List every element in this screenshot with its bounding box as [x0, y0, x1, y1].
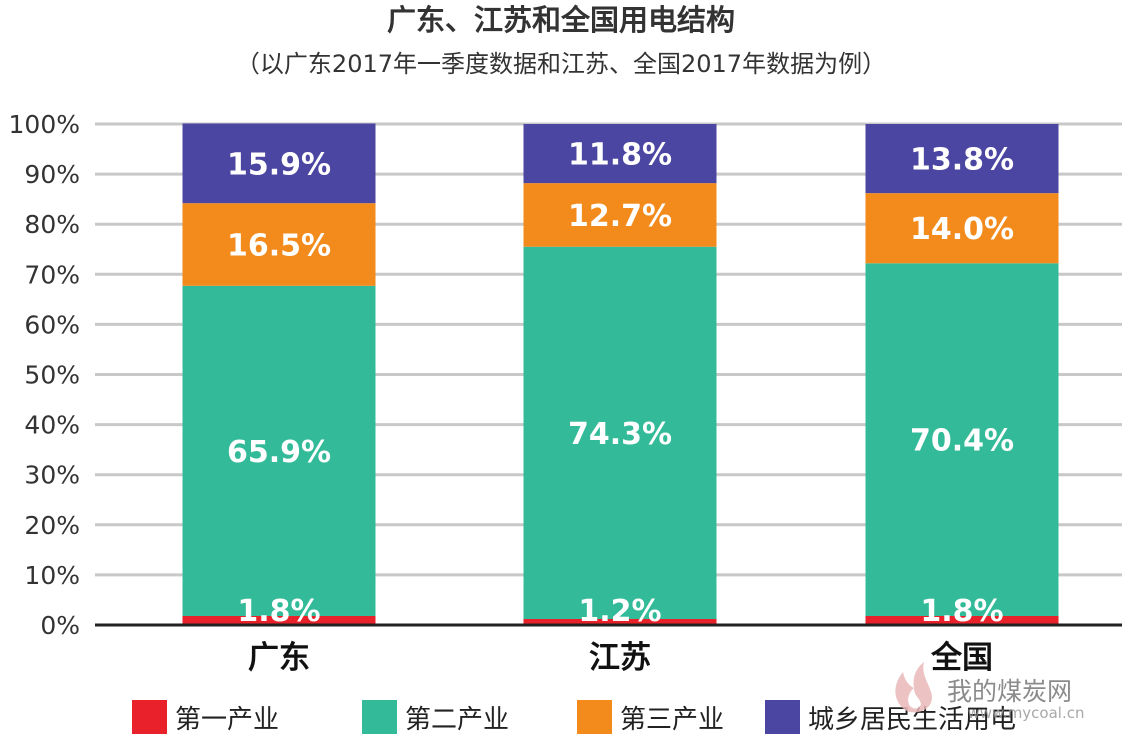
bar-segment	[865, 124, 1059, 194]
y-tick-label: 70%	[24, 260, 80, 289]
data-label: 1.2%	[578, 594, 661, 629]
y-tick-label: 30%	[24, 461, 80, 490]
data-label: 12.7%	[568, 199, 672, 234]
x-axis-categories: 广东 江苏 全国	[248, 640, 993, 676]
x-category-label: 江苏	[589, 640, 651, 676]
bar-segment	[865, 263, 1059, 616]
data-label: 16.5%	[227, 228, 331, 263]
data-label: 74.3%	[568, 417, 672, 452]
bar-segment	[182, 285, 376, 616]
legend-swatch	[765, 700, 800, 734]
data-label: 1.8%	[237, 594, 320, 629]
legend-label: 第一产业	[175, 705, 279, 734]
legend-swatch	[362, 700, 397, 734]
data-label: 14.0%	[910, 212, 1014, 247]
y-tick-label: 90%	[24, 160, 80, 189]
bar-segment	[523, 124, 717, 184]
bar-segment	[865, 193, 1059, 264]
x-category-label: 广东	[248, 640, 310, 676]
data-label: 13.8%	[910, 143, 1014, 178]
bar-segment	[865, 615, 1059, 625]
y-tick-label: 40%	[24, 411, 80, 440]
x-category-label: 全国	[930, 640, 993, 676]
bar-segment	[523, 183, 717, 247]
data-label: 15.9%	[227, 147, 331, 182]
bar-segment	[523, 618, 717, 625]
legend-label: 第二产业	[405, 705, 509, 734]
y-tick-label: 10%	[24, 561, 80, 590]
legend-swatch	[577, 700, 612, 734]
y-tick-label: 100%	[9, 110, 80, 139]
y-tick-label: 0%	[40, 611, 80, 640]
data-label: 1.8%	[920, 594, 1003, 629]
watermark-text: 我的煤炭网	[947, 677, 1072, 706]
legend: 第一产业 第二产业 第三产业 城乡居民生活用电	[132, 700, 1016, 734]
y-tick-label: 60%	[24, 310, 80, 339]
data-label: 65.9%	[227, 435, 331, 470]
bar-segment	[182, 203, 376, 286]
bars	[182, 123, 1059, 625]
chart-title: 广东、江苏和全国用电结构	[387, 3, 735, 37]
data-label: 11.8%	[568, 138, 672, 173]
watermark-url: www.mycoal.cn	[968, 704, 1085, 722]
legend-label: 第三产业	[620, 705, 724, 734]
flame-logo-icon	[895, 662, 932, 713]
legend-swatch	[132, 700, 167, 734]
y-axis-ticks: 0% 10% 20% 30% 40% 50% 60% 70% 80% 90% 100%	[9, 110, 80, 640]
data-labels: 1.8% 65.9% 16.5% 15.9% 1.2% 74.3% 12.7% 11.8% 1.…	[227, 138, 1014, 629]
bar-segment	[182, 615, 376, 625]
bar-segment	[182, 123, 376, 204]
y-tick-label: 20%	[24, 511, 80, 540]
data-label: 70.4%	[910, 424, 1014, 459]
watermark: 我的煤炭网 www.mycoal.cn	[895, 662, 1085, 722]
bar-segment	[523, 246, 717, 619]
y-tick-label: 50%	[24, 361, 80, 390]
chart-subtitle: （以广东2017年一季度数据和江苏、全国2017年数据为例）	[236, 50, 886, 78]
y-tick-label: 80%	[24, 210, 80, 239]
